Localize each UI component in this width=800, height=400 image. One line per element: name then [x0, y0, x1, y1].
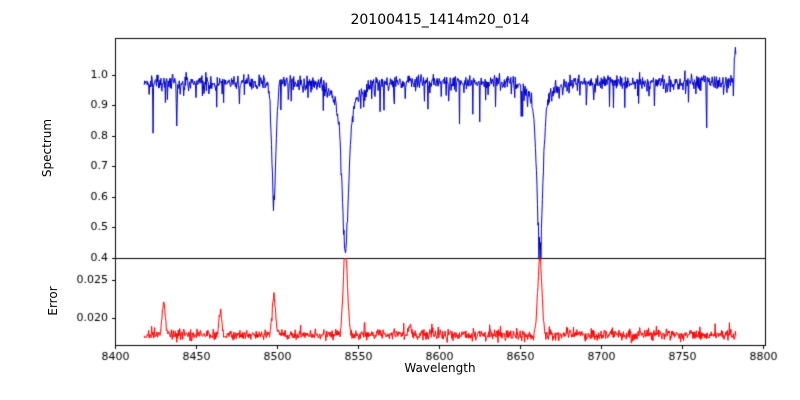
spectrum-axis-label: Spectrum	[40, 118, 54, 178]
chart-title: 20100415_1414m20_014	[350, 12, 530, 28]
wavelength-axis-label: Wavelength	[404, 361, 476, 375]
error-axis-label: Error	[46, 286, 60, 316]
